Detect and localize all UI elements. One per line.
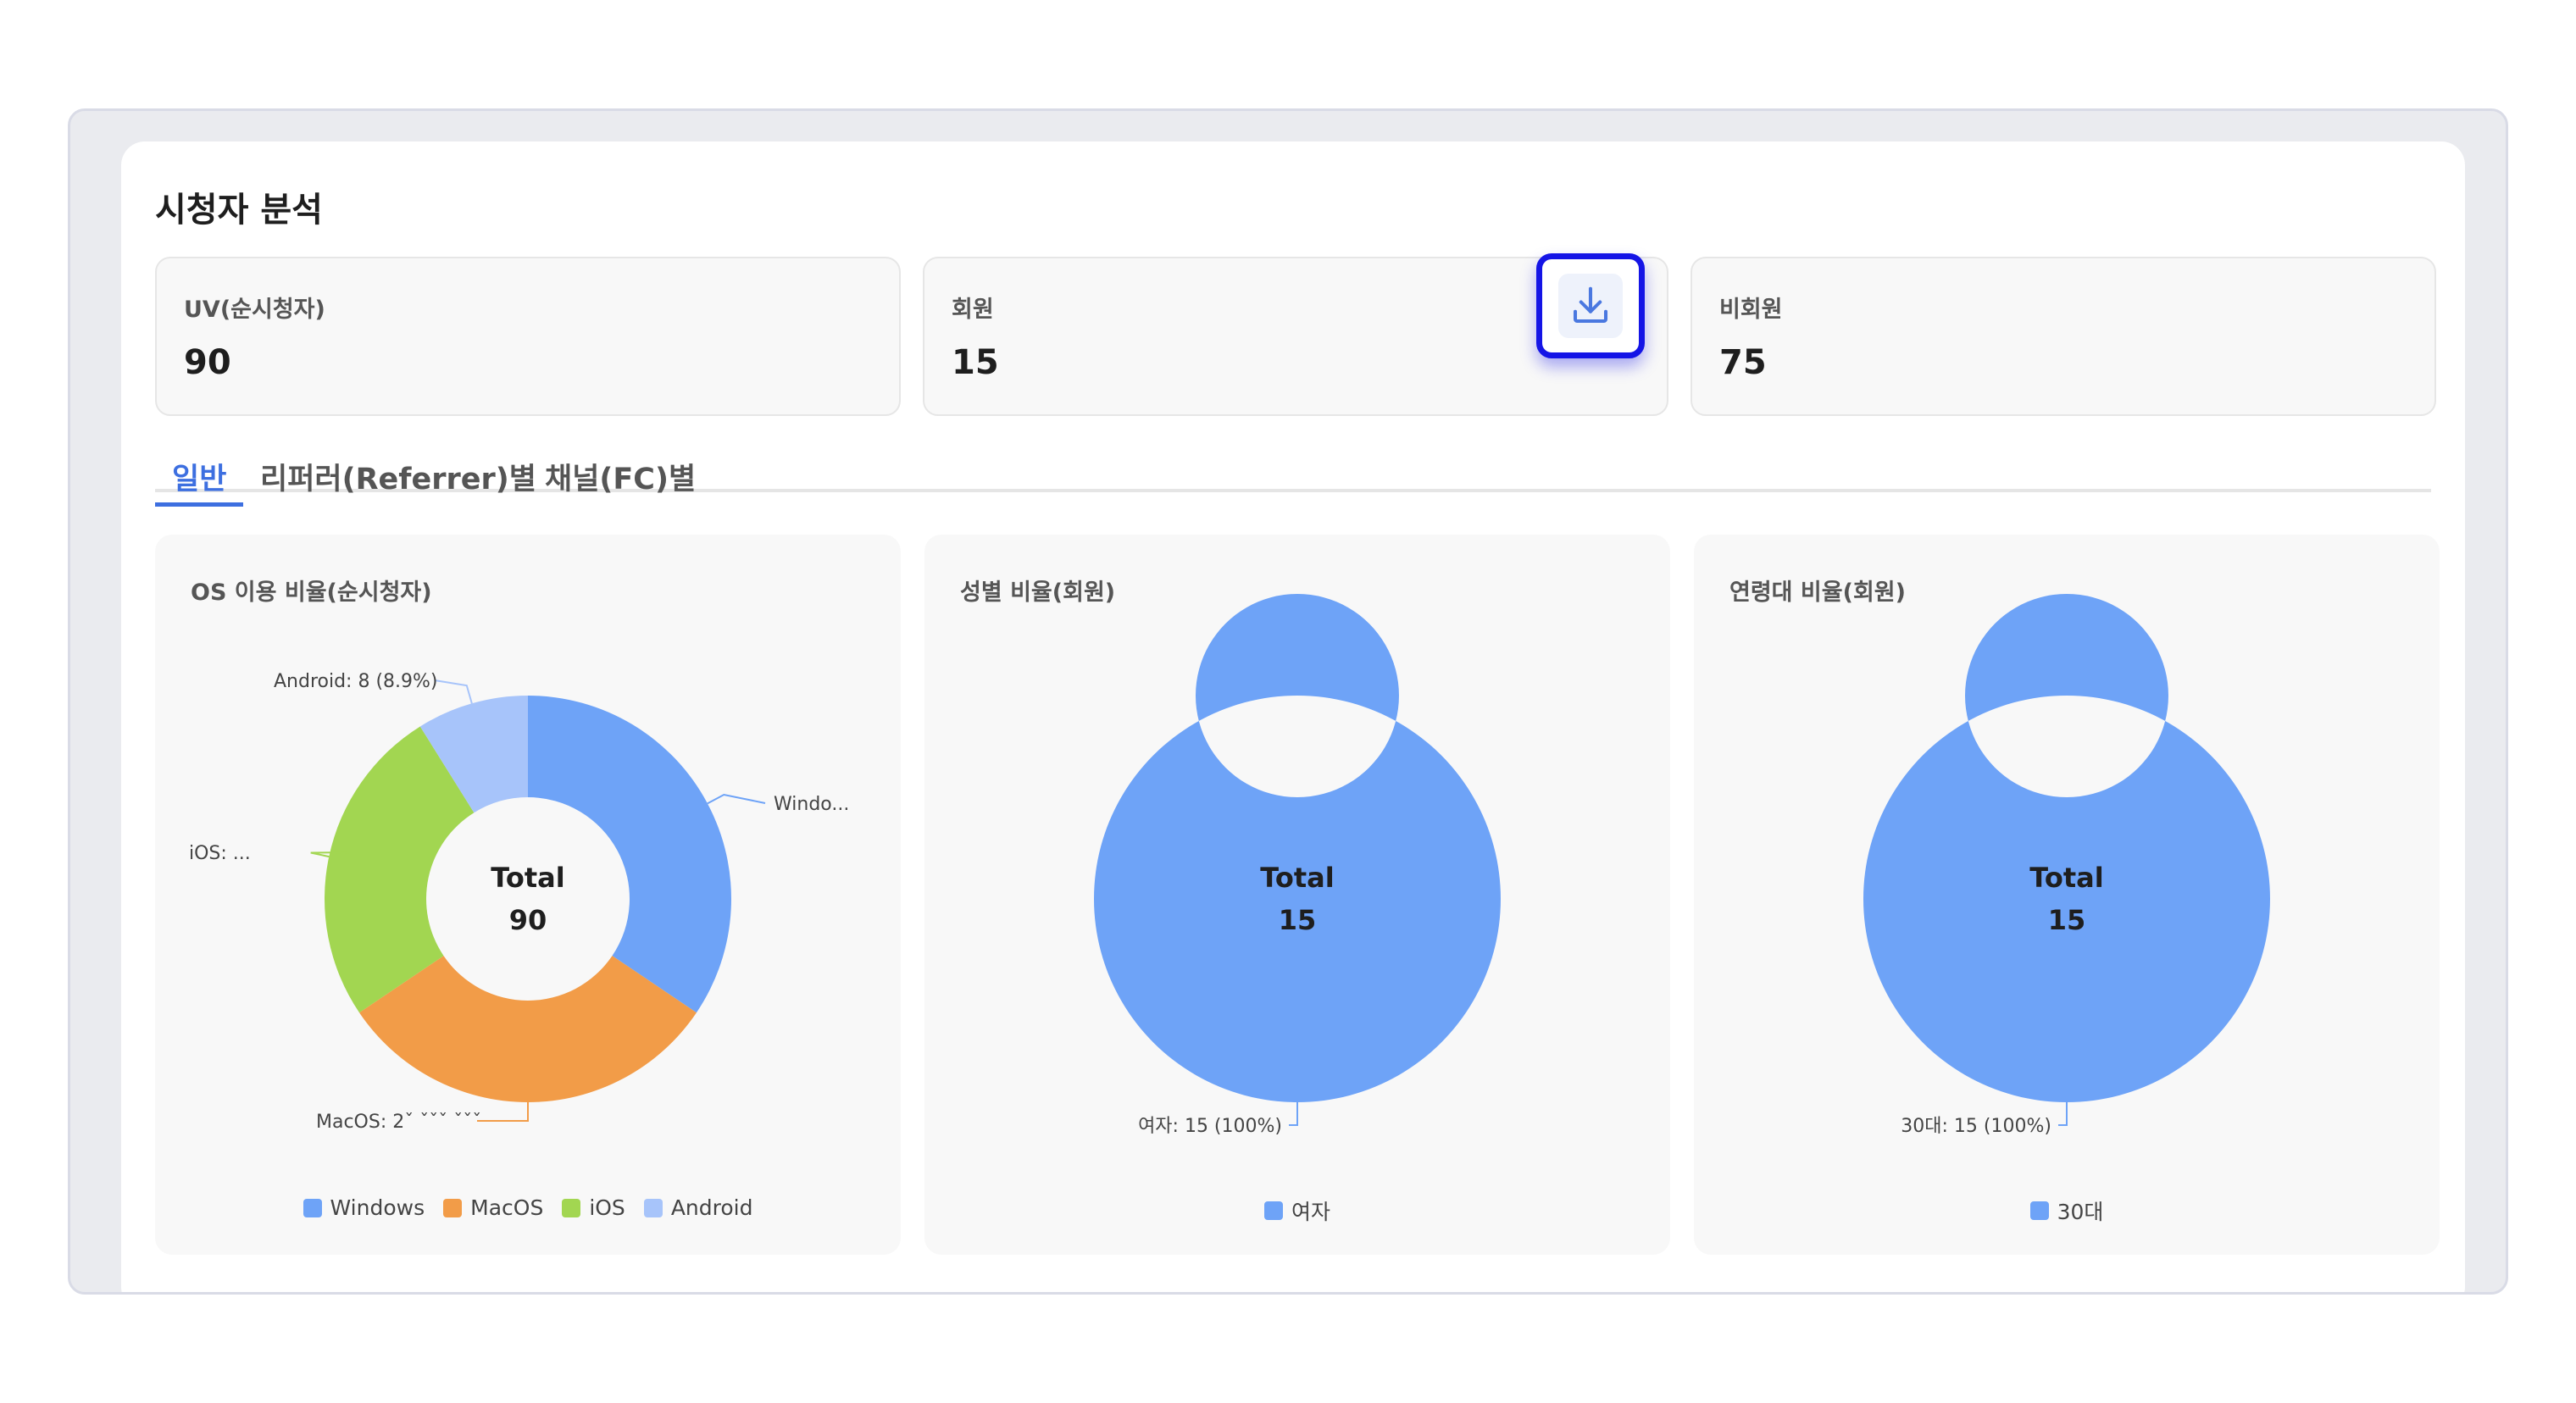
stat-label: UV(순시청자) [184, 297, 325, 323]
donut-center-label: Total [2029, 862, 2103, 894]
donut-center-label: Total [491, 862, 564, 894]
dashboard-frame: 시청자 분석 UV(순시청자) 90 회원 15 비회원 75 [68, 108, 2508, 1295]
tab-bar: 일반 리퍼러(Referrer)별 채널(FC)별 [155, 455, 2431, 507]
legend-label: Android [670, 1195, 753, 1220]
slice-label: Android: 8 (8.9%) [274, 671, 438, 692]
leader-line [707, 793, 766, 805]
legend-item[interactable]: iOS [562, 1195, 625, 1220]
donut-slice-iOS[interactable] [325, 726, 475, 1013]
stat-value: 75 [1719, 343, 1767, 382]
donut-slice-여자[interactable] [1093, 594, 1501, 1102]
legend-item[interactable]: 여자 [1263, 1195, 1330, 1226]
stat-label: 비회원 [1719, 297, 1783, 323]
legend-label: Windows [330, 1195, 425, 1220]
chart-legend: 여자 [924, 1195, 1670, 1226]
leader-line [1289, 1102, 1298, 1126]
active-tab-indicator [155, 502, 243, 507]
slice-label: MacOS: 2ˇ ˇˇˇ ˇˇˇ [316, 1112, 481, 1133]
legend-label: 여자 [1291, 1200, 1330, 1224]
tab-channel[interactable]: 채널(FC)별 [545, 463, 697, 496]
legend-item[interactable]: Android [643, 1195, 753, 1220]
stat-card-member: 회원 15 [923, 253, 1668, 416]
legend-swatch [643, 1198, 663, 1217]
donut-center-value: 15 [2048, 904, 2086, 936]
slice-label: Windo... [774, 794, 849, 815]
chart-title: OS 이용 비율(순시청자) [191, 580, 432, 606]
legend-swatch [562, 1198, 581, 1217]
legend-item[interactable]: MacOS [443, 1195, 543, 1220]
donut-center-label: Total [1260, 862, 1334, 894]
leader-line [434, 679, 473, 704]
legend-swatch [303, 1198, 322, 1217]
leader-line [2058, 1102, 2068, 1126]
donut-center-value: 15 [1279, 904, 1317, 936]
chart-card-os: OS 이용 비율(순시청자) Windo... MacOS: 2ˇ ˇˇˇ ˇˇˇ… [155, 535, 901, 1255]
download-button[interactable] [1536, 253, 1645, 358]
donut-slice-MacOS[interactable] [359, 956, 697, 1102]
download-icon [1558, 274, 1623, 338]
stat-value: 15 [952, 343, 999, 382]
gender-donut-chart: 여자: 15 (100%) Total 15 [1093, 594, 1501, 1137]
os-donut-chart: Windo... MacOS: 2ˇ ˇˇˇ ˇˇˇ iOS: ... Android… [189, 671, 849, 1133]
legend-label: 30대 [2057, 1200, 2104, 1224]
legend-label: iOS [589, 1195, 625, 1220]
viewer-analysis-panel: 시청자 분석 UV(순시청자) 90 회원 15 비회원 75 [121, 141, 2465, 1292]
legend-swatch [443, 1198, 463, 1217]
donut-slice-30대[interactable] [1863, 594, 2270, 1102]
chart-legend: 30대 [1694, 1195, 2440, 1226]
slice-label: iOS: ... [189, 843, 251, 864]
slice-label: 여자: 15 (100%) [1138, 1116, 1282, 1137]
chart-title: 성별 비율(회원) [960, 580, 1116, 606]
chart-card-gender: 성별 비율(회원) 여자: 15 (100%) Total 15 여자 [924, 535, 1670, 1255]
stat-card-non-member: 비회원 75 [1690, 257, 2436, 416]
legend-item[interactable]: 30대 [2029, 1195, 2104, 1226]
age-donut-chart: 30대: 15 (100%) Total 15 [1863, 594, 2270, 1137]
tab-general[interactable]: 일반 [172, 463, 227, 496]
page-title: 시청자 분석 [155, 191, 323, 230]
leader-line [477, 1102, 529, 1122]
tab-referrer[interactable]: 리퍼러(Referrer)별 [260, 463, 536, 496]
legend-item[interactable]: Windows [303, 1195, 425, 1220]
chart-legend: Windows MacOS iOS Android [155, 1195, 901, 1220]
donut-center-value: 90 [509, 904, 547, 936]
legend-swatch [2029, 1201, 2049, 1220]
stat-value: 90 [184, 343, 231, 382]
chart-title: 연령대 비율(회원) [1729, 580, 1906, 606]
legend-swatch [1263, 1201, 1283, 1220]
stat-card-uv: UV(순시청자) 90 [155, 257, 901, 416]
legend-label: MacOS [470, 1195, 544, 1220]
stat-label: 회원 [952, 297, 994, 323]
donut-slice-Android[interactable] [419, 696, 528, 813]
donut-slice-Windows[interactable] [528, 696, 731, 1013]
slice-label: 30대: 15 (100%) [1901, 1116, 2051, 1137]
chart-card-age: 연령대 비율(회원) 30대: 15 (100%) Total 15 30대 [1694, 535, 2440, 1255]
leader-line [310, 851, 351, 858]
